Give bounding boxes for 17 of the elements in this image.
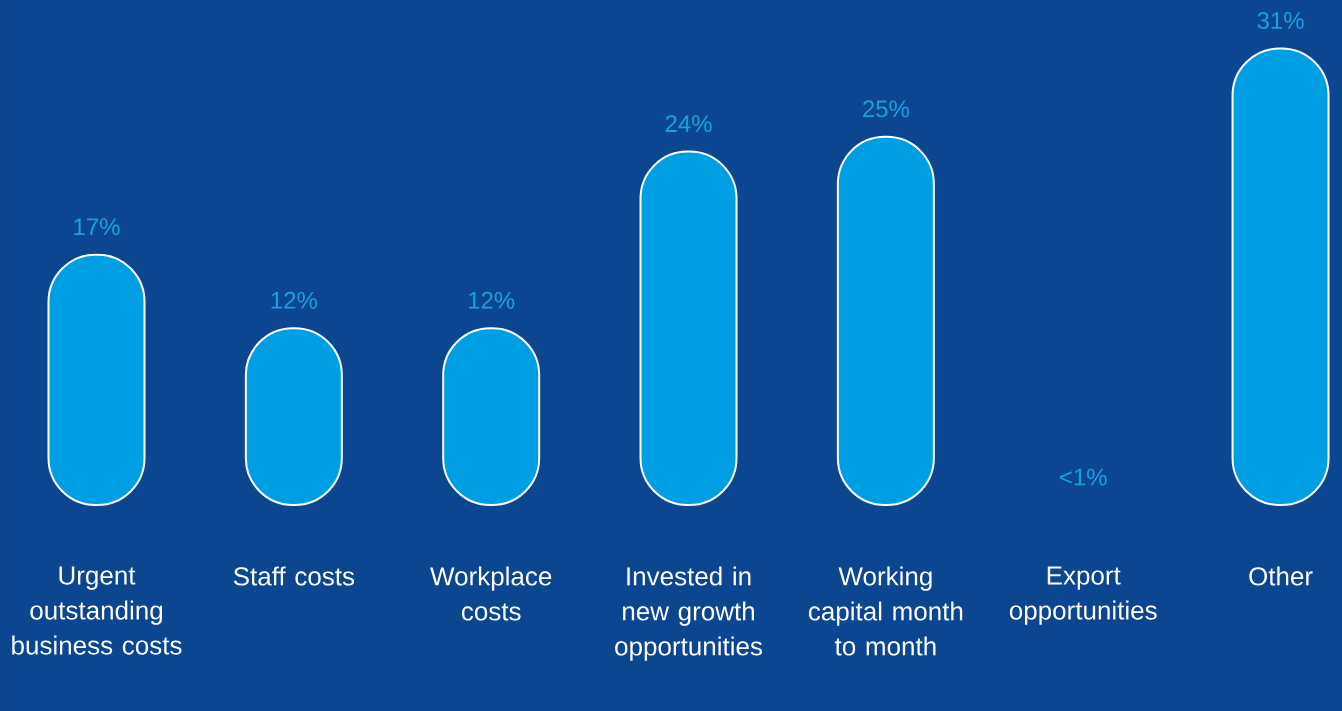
x-tick-label: Staff costs bbox=[233, 566, 355, 586]
x-tick-label: Working capital month to month bbox=[808, 566, 963, 656]
bar bbox=[639, 150, 738, 506]
bar bbox=[836, 135, 935, 506]
x-tick-label: Invested in new growth opportunities bbox=[615, 566, 762, 661]
x-tick-label: Other bbox=[1249, 566, 1313, 586]
data-label: 12% bbox=[469, 291, 515, 309]
x-tick-label: Export opportunities bbox=[1009, 566, 1157, 625]
data-label: 31% bbox=[1257, 11, 1304, 29]
bar bbox=[1231, 47, 1330, 506]
data-label: 17% bbox=[74, 218, 120, 236]
data-label: <1% bbox=[1060, 468, 1107, 486]
data-label: 25% bbox=[863, 100, 910, 118]
data-label: 24% bbox=[665, 115, 712, 133]
data-label: 12% bbox=[271, 291, 317, 309]
x-tick-label: Workplace costs bbox=[430, 566, 552, 621]
x-tick-label: Urgent outstanding business costs bbox=[12, 566, 182, 655]
